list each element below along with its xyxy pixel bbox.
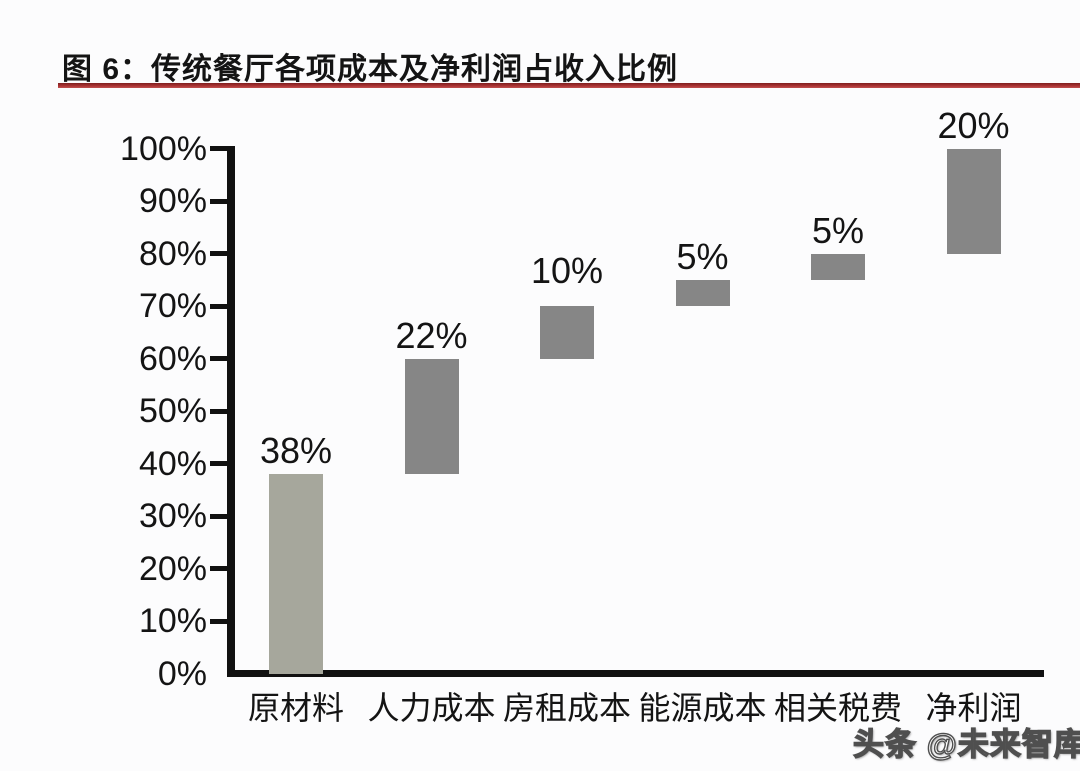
bar-raw-materials bbox=[269, 474, 323, 674]
bar-rent-cost bbox=[540, 306, 594, 359]
y-axis-tick-label: 90% bbox=[138, 182, 207, 220]
bar-value-label: 22% bbox=[395, 314, 468, 356]
bar-value-label: 10% bbox=[530, 250, 604, 291]
bar-energy-cost bbox=[675, 279, 730, 306]
figure-title: 图 6：传统餐厅各项成本及净利润占收入比例 bbox=[62, 53, 679, 86]
watermark-toutiao: 头条 @未来智库 bbox=[852, 726, 1080, 762]
y-axis-tick-label: 50% bbox=[138, 392, 207, 430]
y-axis-tick-label: 30% bbox=[138, 497, 207, 535]
y-axis-tick-label: 20% bbox=[138, 549, 207, 588]
bar-net-profit bbox=[946, 148, 1001, 254]
bar-value-label: 5% bbox=[811, 209, 865, 251]
y-axis-tick-label: 0% bbox=[157, 654, 207, 693]
x-axis-category-label: 净利润 bbox=[925, 690, 1022, 726]
bar-value-label: 20% bbox=[937, 104, 1010, 146]
y-axis-tick bbox=[210, 513, 227, 519]
x-axis-category-label: 房租成本 bbox=[502, 690, 632, 726]
x-axis-category-label: 相关税费 bbox=[773, 690, 903, 726]
y-axis-tick bbox=[210, 303, 227, 309]
y-axis-tick bbox=[210, 251, 227, 256]
y-axis-tick-label: 80% bbox=[138, 234, 207, 273]
y-axis-line bbox=[227, 146, 235, 677]
title-underline-rule bbox=[58, 83, 1080, 88]
y-axis-tick bbox=[210, 408, 227, 414]
y-axis-tick bbox=[210, 356, 227, 361]
bar-value-label: 5% bbox=[676, 235, 729, 277]
bar-value-label: 38% bbox=[259, 430, 333, 471]
y-axis-tick-label: 60% bbox=[138, 339, 207, 378]
y-axis-tick bbox=[210, 618, 227, 624]
x-axis-line bbox=[227, 670, 1044, 677]
y-axis-tick bbox=[210, 198, 227, 204]
y-axis-tick-label: 70% bbox=[138, 287, 207, 325]
y-axis-tick bbox=[210, 566, 227, 571]
x-axis-category-label: 人力成本 bbox=[367, 690, 496, 726]
x-axis-category-label: 原材料 bbox=[247, 690, 345, 726]
bar-taxes-fees bbox=[811, 253, 865, 280]
y-axis-tick bbox=[210, 461, 227, 466]
bar-labor-cost bbox=[404, 358, 459, 474]
y-axis-tick-label: 40% bbox=[138, 444, 207, 483]
y-axis-tick-label: 10% bbox=[138, 602, 207, 640]
y-axis-tick-label: 100% bbox=[120, 129, 207, 168]
y-axis-tick bbox=[210, 146, 227, 151]
x-axis-category-label: 能源成本 bbox=[638, 690, 767, 726]
